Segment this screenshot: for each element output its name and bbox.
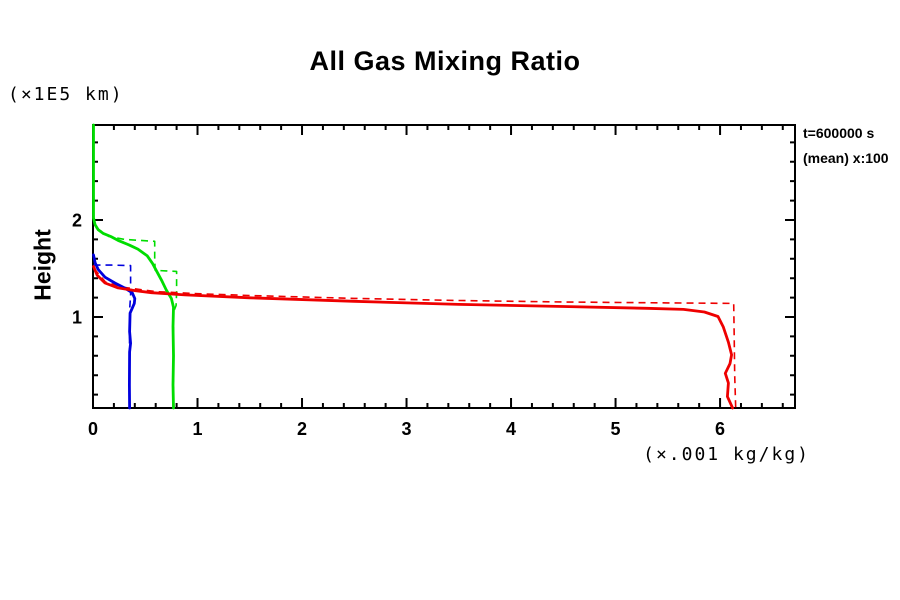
series-red-solid	[92, 265, 734, 410]
series-green-dashed	[95, 227, 178, 408]
series-green-solid	[92, 123, 175, 410]
plot-border	[92, 124, 796, 409]
x-tick-label: 5	[611, 419, 621, 439]
x-tick-label: 0	[88, 419, 98, 439]
series-red-dashed	[93, 267, 737, 409]
y-tick-label: 1	[72, 307, 82, 327]
x-tick-label: 1	[193, 419, 203, 439]
y-tick-label: 2	[72, 210, 82, 230]
annotation-time: t=600000 s	[803, 125, 875, 141]
x-tick-label: 6	[715, 419, 725, 439]
x-tick-label: 4	[506, 419, 516, 439]
annotation-mean: (mean) x:100	[803, 150, 889, 166]
annotation-block: t=600000 s (mean) x:100	[803, 121, 889, 171]
axis-ticks	[93, 125, 795, 408]
x-tick-label: 3	[402, 419, 412, 439]
series-blue-solid	[92, 253, 137, 410]
y-axis-unit-label: (×1E5 km)	[8, 84, 124, 105]
x-tick-label: 2	[297, 419, 307, 439]
page-title: All Gas Mixing Ratio	[309, 46, 581, 76]
x-axis-unit-label: (×.001 kg/kg)	[643, 444, 810, 465]
